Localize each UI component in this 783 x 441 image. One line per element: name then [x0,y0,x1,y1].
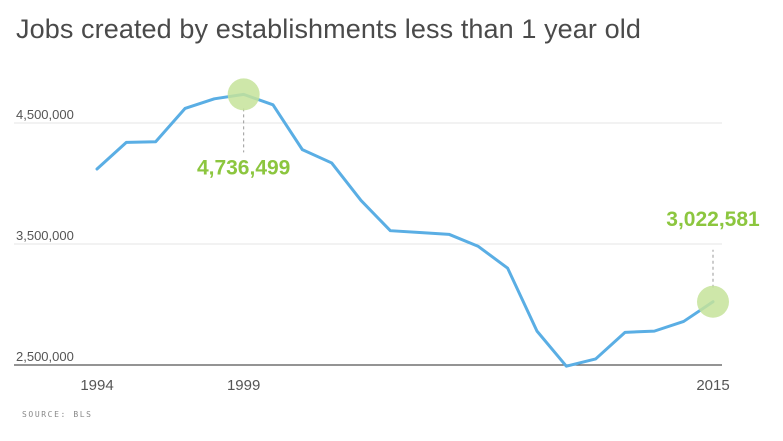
data-point [330,161,333,164]
x-tick-label: 1994 [80,377,113,394]
data-point [565,365,568,368]
highlight-marker [697,285,729,318]
y-tick-label: 3,500,000 [16,228,74,243]
data-point [506,267,509,270]
data-point [448,233,451,236]
data-point [213,97,216,100]
data-point [96,167,99,170]
data-point [653,330,656,333]
x-tick-label: 1999 [227,377,260,394]
data-point [301,148,304,151]
data-point [125,141,128,144]
series-line [95,92,715,368]
annotation-value-label: 3,022,581 [666,208,760,231]
data-point [184,107,187,110]
data-point [418,231,421,234]
data-point [360,199,363,202]
data-point [272,103,275,106]
series-layer [95,92,715,368]
label-layer: 2,500,000 3,500,000 4,500,000 1994 1999 2015 4… [16,107,760,394]
source-note: SOURCE: BLS [22,410,93,419]
data-point [536,330,539,333]
data-point [154,140,157,143]
highlight-marker-layer [227,78,729,318]
annotation-value-label: 4,736,499 [197,156,290,179]
y-tick-label: 4,500,000 [16,107,74,122]
x-tick-label: 2015 [696,377,729,394]
data-point [682,320,685,323]
y-tick-label: 2,500,000 [16,349,74,364]
chart-title: Jobs created by establishments less than… [16,14,641,44]
data-point [389,229,392,232]
highlight-marker [227,78,260,111]
data-point [594,357,597,360]
data-point [477,245,480,248]
annotation-leader-layer [243,108,714,288]
data-point [624,331,627,334]
grid-layer [14,122,722,245]
